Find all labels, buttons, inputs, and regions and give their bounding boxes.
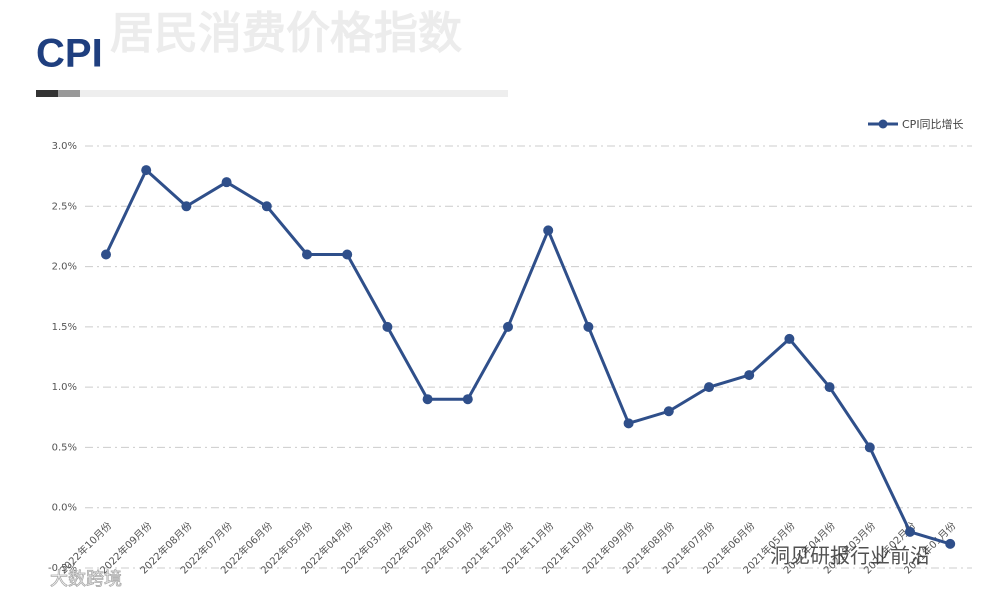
y-tick-label: 1.0%	[52, 382, 77, 393]
deco-bar	[36, 90, 58, 97]
watermark: 大数跨境	[50, 569, 122, 590]
data-point	[744, 370, 755, 381]
legend-label: CPI同比增长	[902, 117, 964, 131]
y-tick-label: 0.5%	[52, 442, 77, 453]
data-point	[382, 321, 393, 332]
data-point	[864, 442, 875, 453]
y-tick-label: -0.5%	[48, 563, 77, 574]
data-point	[945, 538, 956, 549]
data-point	[583, 321, 594, 332]
data-point	[181, 201, 192, 212]
data-point	[462, 394, 473, 405]
y-tick-label: 0.0%	[52, 503, 77, 514]
deco-bar	[58, 90, 80, 97]
deco-bar	[80, 90, 508, 97]
subtitle: 居民消费价格指数	[110, 8, 462, 59]
data-point	[663, 406, 674, 417]
title: CPI	[36, 32, 103, 76]
data-point	[221, 177, 232, 188]
y-tick-label: 2.0%	[52, 262, 77, 273]
data-point	[422, 394, 433, 405]
data-point	[261, 201, 272, 212]
y-tick-label: 3.0%	[52, 141, 77, 152]
data-point	[302, 249, 312, 260]
data-point	[623, 418, 634, 429]
data-point	[141, 165, 152, 176]
data-point	[543, 225, 554, 236]
series-line	[104, 167, 951, 546]
y-tick-label: 2.5%	[52, 201, 77, 212]
data-point	[704, 382, 714, 393]
data-point	[101, 249, 111, 260]
data-point	[342, 249, 353, 260]
data-point	[503, 321, 513, 332]
watermark: 洞见研报行业前沿	[770, 544, 930, 568]
data-point	[784, 333, 795, 344]
y-tick-label: 1.5%	[52, 322, 77, 333]
data-point	[824, 382, 835, 393]
data-point	[905, 526, 915, 537]
legend-marker	[878, 119, 888, 129]
